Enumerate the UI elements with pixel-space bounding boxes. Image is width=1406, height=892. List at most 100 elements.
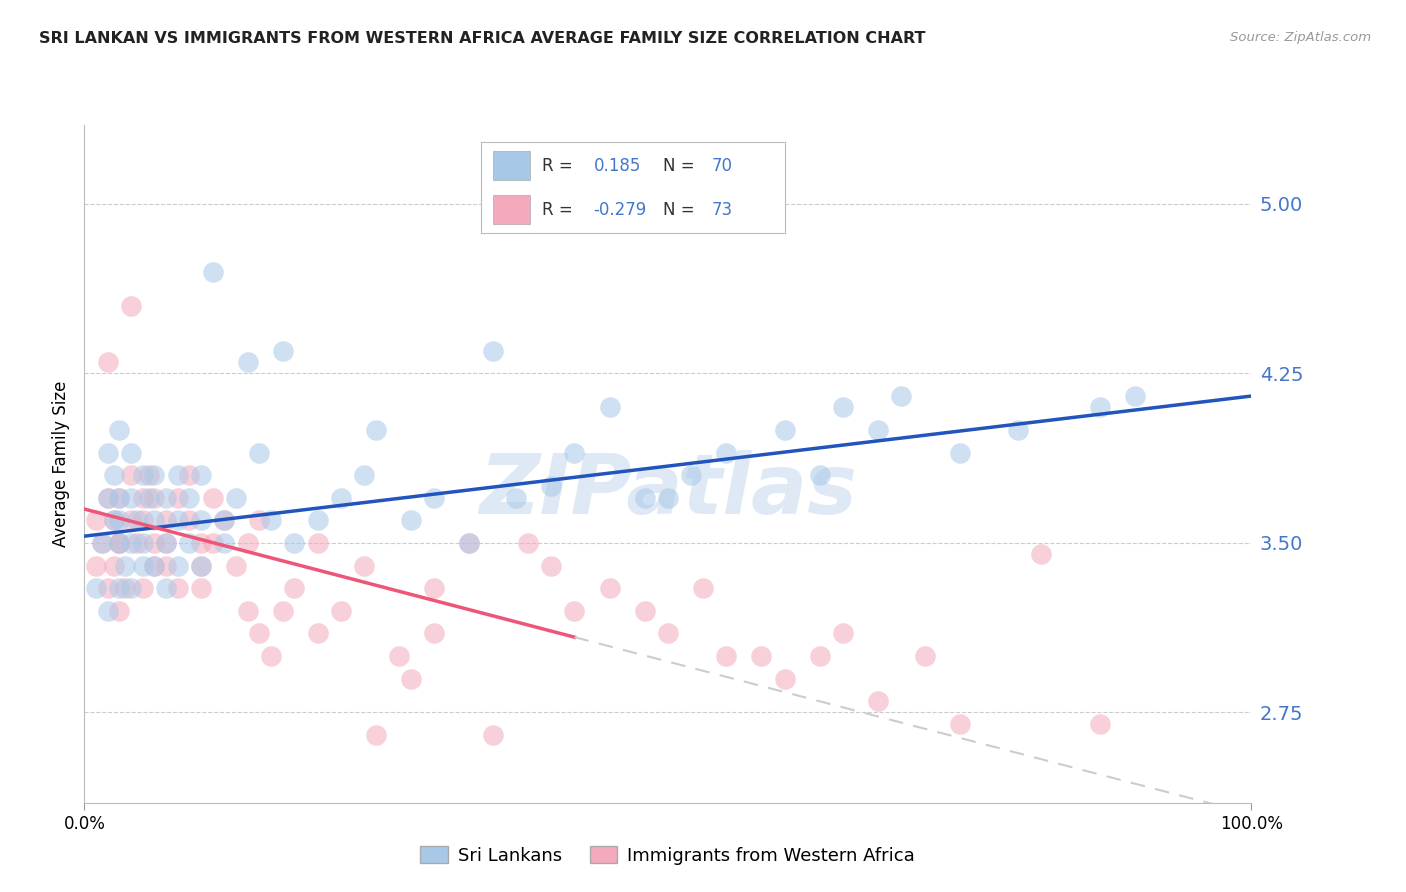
Point	[236, 355, 259, 369]
Point	[692, 581, 714, 595]
Text: 70: 70	[711, 157, 733, 175]
Point	[423, 581, 446, 595]
Point	[132, 581, 155, 595]
Point	[90, 536, 112, 550]
Point	[108, 513, 131, 527]
Point	[247, 513, 270, 527]
Point	[633, 491, 655, 505]
Point	[190, 558, 212, 573]
Point	[132, 491, 155, 505]
Point	[103, 468, 125, 483]
Point	[283, 536, 305, 550]
Point	[307, 513, 329, 527]
Point	[236, 536, 259, 550]
Point	[108, 491, 131, 505]
Point	[166, 581, 188, 595]
Point	[125, 513, 148, 527]
Point	[108, 604, 131, 618]
Point	[120, 581, 142, 595]
Point	[773, 423, 796, 437]
Point	[236, 604, 259, 618]
Point	[564, 445, 586, 459]
Point	[143, 558, 166, 573]
Point	[143, 513, 166, 527]
Point	[179, 536, 201, 550]
Point	[749, 648, 772, 663]
Point	[155, 491, 177, 505]
Point	[166, 558, 188, 573]
Point	[132, 558, 155, 573]
Point	[201, 536, 224, 550]
Point	[166, 513, 188, 527]
Text: SRI LANKAN VS IMMIGRANTS FROM WESTERN AFRICA AVERAGE FAMILY SIZE CORRELATION CHA: SRI LANKAN VS IMMIGRANTS FROM WESTERN AF…	[39, 31, 927, 46]
Point	[143, 536, 166, 550]
Point	[330, 491, 353, 505]
Point	[84, 513, 107, 527]
Point	[866, 694, 889, 708]
Point	[108, 536, 131, 550]
Point	[599, 581, 621, 595]
Point	[681, 468, 703, 483]
Point	[832, 401, 855, 415]
Point	[190, 536, 212, 550]
Point	[399, 672, 422, 686]
Point	[505, 491, 527, 505]
Point	[657, 491, 679, 505]
Point	[108, 536, 131, 550]
Point	[132, 513, 155, 527]
Point	[97, 581, 120, 595]
Point	[481, 343, 505, 358]
Point	[307, 626, 329, 640]
Bar	[494, 151, 530, 180]
Point	[84, 558, 107, 573]
Point	[108, 423, 131, 437]
Point	[540, 479, 562, 493]
Point	[190, 581, 212, 595]
Point	[166, 468, 188, 483]
Point	[399, 513, 422, 527]
Point	[103, 558, 125, 573]
Point	[190, 558, 212, 573]
Point	[179, 468, 201, 483]
Point	[808, 468, 831, 483]
Point	[138, 491, 160, 505]
Point	[458, 536, 481, 550]
Point	[138, 468, 160, 483]
Point	[90, 536, 112, 550]
Point	[353, 468, 375, 483]
Point	[1031, 547, 1053, 561]
Point	[132, 468, 155, 483]
Point	[773, 672, 796, 686]
Text: N =: N =	[664, 201, 700, 219]
Point	[84, 581, 107, 595]
Legend: Sri Lankans, Immigrants from Western Africa: Sri Lankans, Immigrants from Western Afr…	[413, 838, 922, 871]
Point	[1088, 716, 1111, 731]
Point	[832, 626, 855, 640]
Point	[190, 513, 212, 527]
Point	[366, 728, 388, 742]
Point	[114, 581, 136, 595]
Point	[143, 468, 166, 483]
Point	[949, 445, 972, 459]
Text: R =: R =	[541, 157, 578, 175]
Point	[97, 604, 120, 618]
Point	[143, 558, 166, 573]
Point	[247, 626, 270, 640]
Point	[458, 536, 481, 550]
Point	[1123, 389, 1146, 403]
Point	[97, 355, 120, 369]
Point	[353, 558, 375, 573]
Point	[155, 581, 177, 595]
Text: -0.279: -0.279	[593, 201, 647, 219]
Point	[155, 513, 177, 527]
Point	[97, 491, 120, 505]
Text: ZIPatlas: ZIPatlas	[479, 450, 856, 532]
Point	[1088, 401, 1111, 415]
Point	[179, 491, 201, 505]
Point	[633, 604, 655, 618]
Point	[103, 513, 125, 527]
Point	[260, 648, 283, 663]
Point	[716, 648, 738, 663]
Point	[516, 536, 538, 550]
Point	[225, 558, 247, 573]
